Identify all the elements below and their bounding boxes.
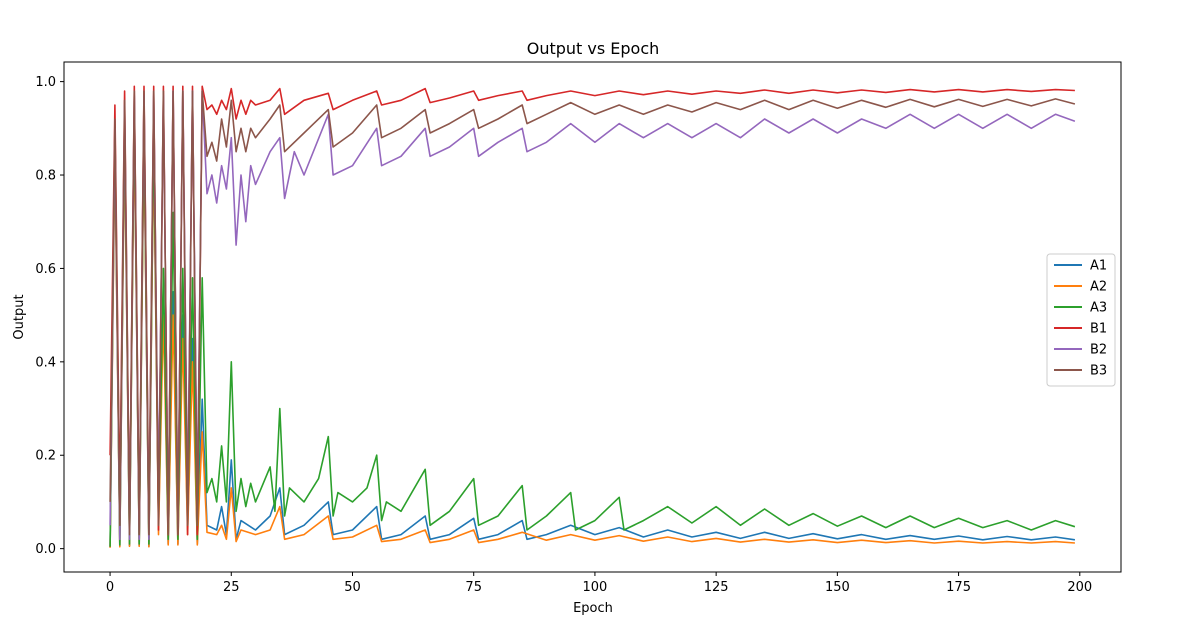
y-axis: 0.0 0.2 0.4 0.6 0.8 1.0 <box>35 75 64 557</box>
series-line-b3 <box>109 90 1076 536</box>
plot-frame <box>63 61 1122 573</box>
x-tick-label: 175 <box>946 580 971 595</box>
series-line-b1 <box>109 85 1075 536</box>
y-axis-label: Output <box>12 294 27 339</box>
x-tick-label: 75 <box>465 580 482 595</box>
y-tick-label: 0.8 <box>35 169 56 184</box>
legend-label-b3: B3 <box>1090 364 1107 379</box>
legend-label-a3: A3 <box>1090 301 1107 316</box>
chart-title: Output vs Epoch <box>527 39 660 58</box>
x-tick-label: 0 <box>106 580 114 595</box>
legend-label-b1: B1 <box>1090 322 1107 337</box>
y-tick-label: 0.4 <box>35 355 56 370</box>
x-tick-label: 50 <box>344 580 361 595</box>
legend-label-b2: B2 <box>1090 343 1107 358</box>
plot-area <box>109 85 1076 548</box>
x-axis: 0 25 50 75 100 125 150 175 200 <box>106 572 1092 595</box>
legend-label-a1: A1 <box>1090 259 1107 274</box>
y-tick-label: 0.6 <box>35 262 56 277</box>
y-tick-label: 0.0 <box>35 542 56 557</box>
x-tick-label: 100 <box>583 580 608 595</box>
x-tick-label: 125 <box>704 580 729 595</box>
series-line-a3 <box>109 108 1076 547</box>
x-axis-label: Epoch <box>573 601 613 616</box>
x-tick-label: 200 <box>1067 580 1092 595</box>
legend: A1 A2 A3 B1 B2 B3 <box>1046 253 1116 387</box>
x-tick-label: 25 <box>223 580 240 595</box>
y-tick-label: 0.2 <box>35 449 56 464</box>
legend-label-a2: A2 <box>1090 280 1107 295</box>
x-tick-label: 150 <box>825 580 850 595</box>
y-tick-label: 1.0 <box>35 75 56 90</box>
series-line-a2 <box>109 127 1075 548</box>
series-line-b2 <box>109 90 1076 541</box>
